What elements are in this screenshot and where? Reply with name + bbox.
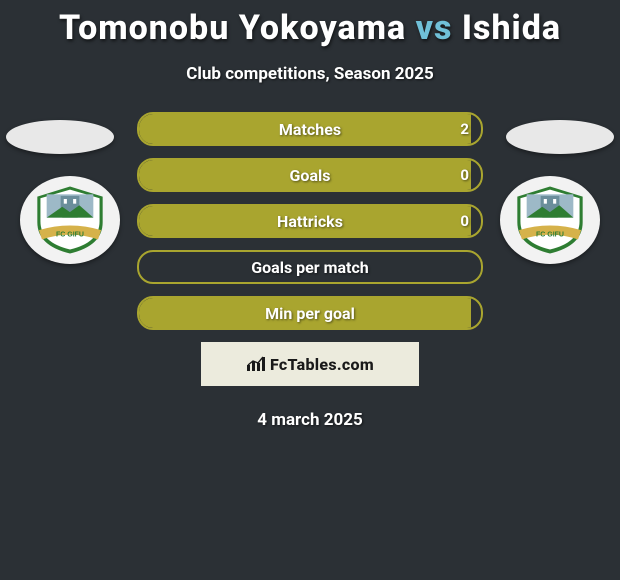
bar-chart-icon bbox=[246, 356, 266, 372]
competition-subtitle: Club competitions, Season 2025 bbox=[0, 64, 620, 84]
fc-gifu-crest-icon: FC GIFU bbox=[511, 185, 589, 255]
player1-name: Tomonobu Yokoyama bbox=[59, 8, 406, 48]
stat-row-matches: Matches 2 bbox=[137, 112, 483, 146]
stat-row-goals: Goals 0 bbox=[137, 158, 483, 192]
stat-row-hattricks: Hattricks 0 bbox=[137, 204, 483, 238]
svg-text:FC GIFU: FC GIFU bbox=[536, 231, 564, 238]
stat-right-value: 0 bbox=[460, 166, 469, 184]
player2-photo-placeholder bbox=[506, 120, 614, 154]
player1-photo-placeholder bbox=[6, 120, 114, 154]
comparison-title: Tomonobu Yokoyama vs Ishida bbox=[0, 0, 620, 48]
player2-club-badge: FC GIFU bbox=[500, 176, 600, 264]
stat-right-value: 0 bbox=[460, 212, 469, 230]
player2-name: Ishida bbox=[462, 8, 561, 48]
stat-right-value: 2 bbox=[460, 120, 469, 138]
fc-gifu-crest-icon: FC GIFU bbox=[31, 185, 109, 255]
stat-row-min-per-goal: Min per goal bbox=[137, 296, 483, 330]
stat-label: Hattricks bbox=[139, 212, 481, 231]
source-brand[interactable]: FcTables.com bbox=[201, 342, 419, 386]
as-of-date: 4 march 2025 bbox=[0, 410, 620, 430]
title-vs: vs bbox=[416, 8, 453, 48]
player1-club-badge: FC GIFU bbox=[20, 176, 120, 264]
stat-label: Min per goal bbox=[139, 304, 481, 323]
stat-label: Matches bbox=[139, 120, 481, 139]
stat-row-goals-per-match: Goals per match bbox=[137, 250, 483, 284]
stat-label: Goals per match bbox=[139, 258, 481, 277]
svg-text:FC GIFU: FC GIFU bbox=[56, 231, 84, 238]
stats-panel: Matches 2 Goals 0 Hattricks 0 Goals per … bbox=[137, 112, 483, 330]
stat-label: Goals bbox=[139, 166, 481, 185]
brand-text: FcTables.com bbox=[270, 355, 374, 374]
